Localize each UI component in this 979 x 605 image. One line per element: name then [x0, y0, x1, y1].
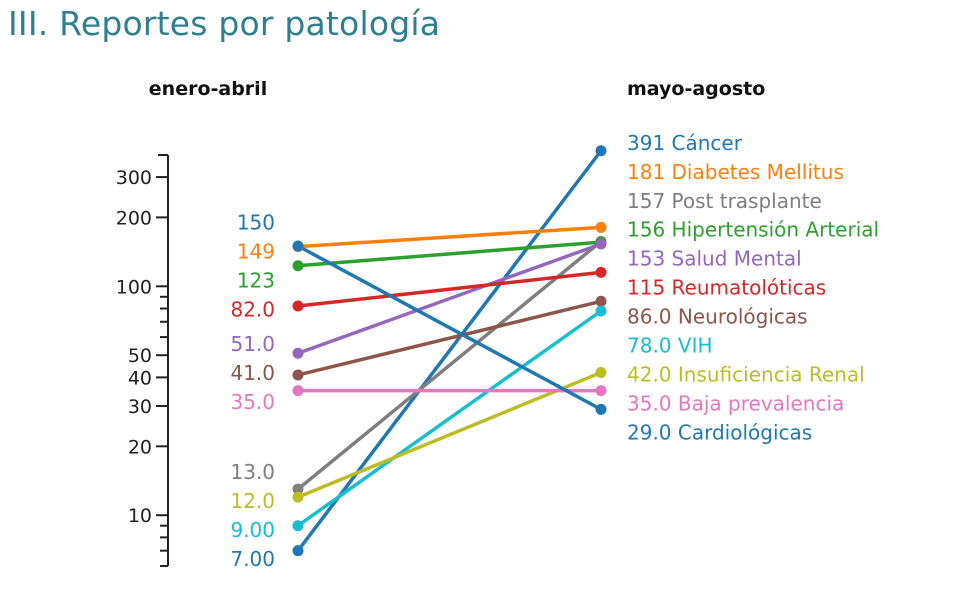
point-right-vih	[595, 305, 607, 317]
point-right-salud-mental	[595, 238, 607, 250]
right-value: 42.0	[627, 362, 678, 386]
point-left-reumatoloticas	[292, 300, 304, 312]
series-label-post-trasplante: 157 Post trasplante	[627, 189, 822, 213]
y-tick-label: 30	[128, 396, 152, 418]
point-right-cancer	[595, 145, 607, 157]
series-name: Cáncer	[672, 131, 743, 155]
series-label-vih: 78.0 VIH	[627, 333, 713, 357]
series-label-insuficiencia-renal: 42.0 Insuficiencia Renal	[627, 362, 865, 386]
right-value: 29.0	[627, 420, 678, 444]
y-tick-label: 10	[128, 505, 152, 527]
left-value-cancer: 7.00	[230, 547, 275, 571]
point-left-insuficiencia-renal	[292, 491, 304, 503]
right-value: 153	[627, 247, 672, 271]
left-value-baja-prevalencia: 35.0	[230, 390, 275, 414]
series-points	[292, 145, 607, 557]
series-line-salud-mental	[296, 242, 603, 355]
series-label-neurologicas: 86.0 Neurológicas	[627, 304, 808, 328]
page-title: III. Reportes por patología	[8, 4, 441, 43]
series-name: Baja prevalencia	[678, 391, 844, 415]
series-label-diabetes-mellitus: 181 Diabetes Mellitus	[627, 160, 844, 184]
right-value: 156	[627, 218, 672, 242]
right-value: 78.0	[627, 333, 678, 357]
series-label-cancer: 391 Cáncer	[627, 131, 743, 155]
right-value: 391	[627, 131, 672, 155]
series-line-vih	[296, 309, 603, 528]
y-tick-label: 200	[116, 207, 152, 229]
series-line-hipertension-arterial	[296, 240, 603, 268]
y-tick-label: 100	[116, 276, 152, 298]
left-value-diabetes-mellitus: 149	[237, 240, 275, 264]
series-name: Post trasplante	[672, 189, 822, 213]
left-value-cardiologicas: 150	[237, 211, 275, 235]
left-value-insuficiencia-renal: 12.0	[230, 489, 275, 513]
series-name: Salud Mental	[672, 247, 802, 271]
point-left-post-trasplante	[292, 483, 304, 495]
point-left-neurologicas	[292, 369, 304, 381]
point-right-reumatoloticas	[595, 266, 607, 278]
point-right-diabetes-mellitus	[595, 221, 607, 233]
point-left-cardiologicas	[292, 240, 304, 252]
period-header-right: mayo-agosto	[627, 78, 765, 100]
left-value-hipertension-arterial: 123	[237, 269, 275, 293]
series-label-reumatoloticas: 115 Reumatolóticas	[627, 275, 826, 299]
point-left-hipertension-arterial	[292, 260, 304, 272]
left-value-vih: 9.00	[230, 518, 275, 542]
series-line-cardiologicas	[296, 244, 603, 412]
series-lines	[296, 148, 603, 553]
series-name: Diabetes Mellitus	[672, 160, 844, 184]
point-left-salud-mental	[292, 347, 304, 359]
series-line-cancer	[296, 148, 603, 553]
point-left-vih	[292, 520, 304, 532]
left-value-salud-mental: 51.0	[230, 332, 275, 356]
right-value: 86.0	[627, 304, 678, 328]
series-name: Reumatolóticas	[672, 275, 827, 299]
point-right-cardiologicas	[595, 403, 607, 415]
right-value: 157	[627, 189, 672, 213]
left-value-post-trasplante: 13.0	[230, 460, 275, 484]
series-label-baja-prevalencia: 35.0 Baja prevalencia	[627, 391, 844, 415]
y-tick-label: 300	[116, 167, 152, 189]
series-label-salud-mental: 153 Salud Mental	[627, 247, 802, 271]
point-left-baja-prevalencia	[292, 385, 304, 397]
left-value-reumatoloticas: 82.0	[230, 298, 275, 322]
point-left-cancer	[292, 545, 304, 557]
series-name: Cardiológicas	[678, 420, 812, 444]
left-value-neurologicas: 41.0	[230, 361, 275, 385]
series-label-hipertension-arterial: 156 Hipertensión Arterial	[627, 218, 879, 242]
series-name: Neurológicas	[678, 304, 808, 328]
series-line-diabetes-mellitus	[296, 225, 603, 249]
series-name: VIH	[678, 333, 713, 357]
point-right-insuficiencia-renal	[595, 367, 607, 379]
right-value: 181	[627, 160, 672, 184]
series-line-neurologicas	[296, 299, 603, 377]
series-line-reumatoloticas	[296, 270, 603, 308]
left-value-labels: 150 149 123 82.0 51.0 41.0 35.0 13.0 12.0 9.00 7.0…	[230, 211, 275, 572]
y-tick-label: 20	[128, 436, 152, 458]
point-right-baja-prevalencia	[595, 385, 607, 397]
series-line-post-trasplante	[296, 239, 603, 491]
period-header-left: enero-abril	[149, 78, 267, 100]
point-right-neurologicas	[595, 295, 607, 307]
right-value: 35.0	[627, 391, 678, 415]
series-line-insuficiencia-renal	[296, 370, 603, 499]
series-name: Insuficiencia Renal	[678, 362, 865, 386]
period-headers: enero-abril mayo-agosto	[149, 78, 766, 100]
series-label-cardiologicas: 29.0 Cardiológicas	[627, 420, 812, 444]
y-tick-label: 50	[128, 345, 152, 367]
y-tick-label: 40	[128, 367, 152, 389]
right-value: 115	[627, 275, 672, 299]
series-name: Hipertensión Arterial	[672, 218, 880, 242]
